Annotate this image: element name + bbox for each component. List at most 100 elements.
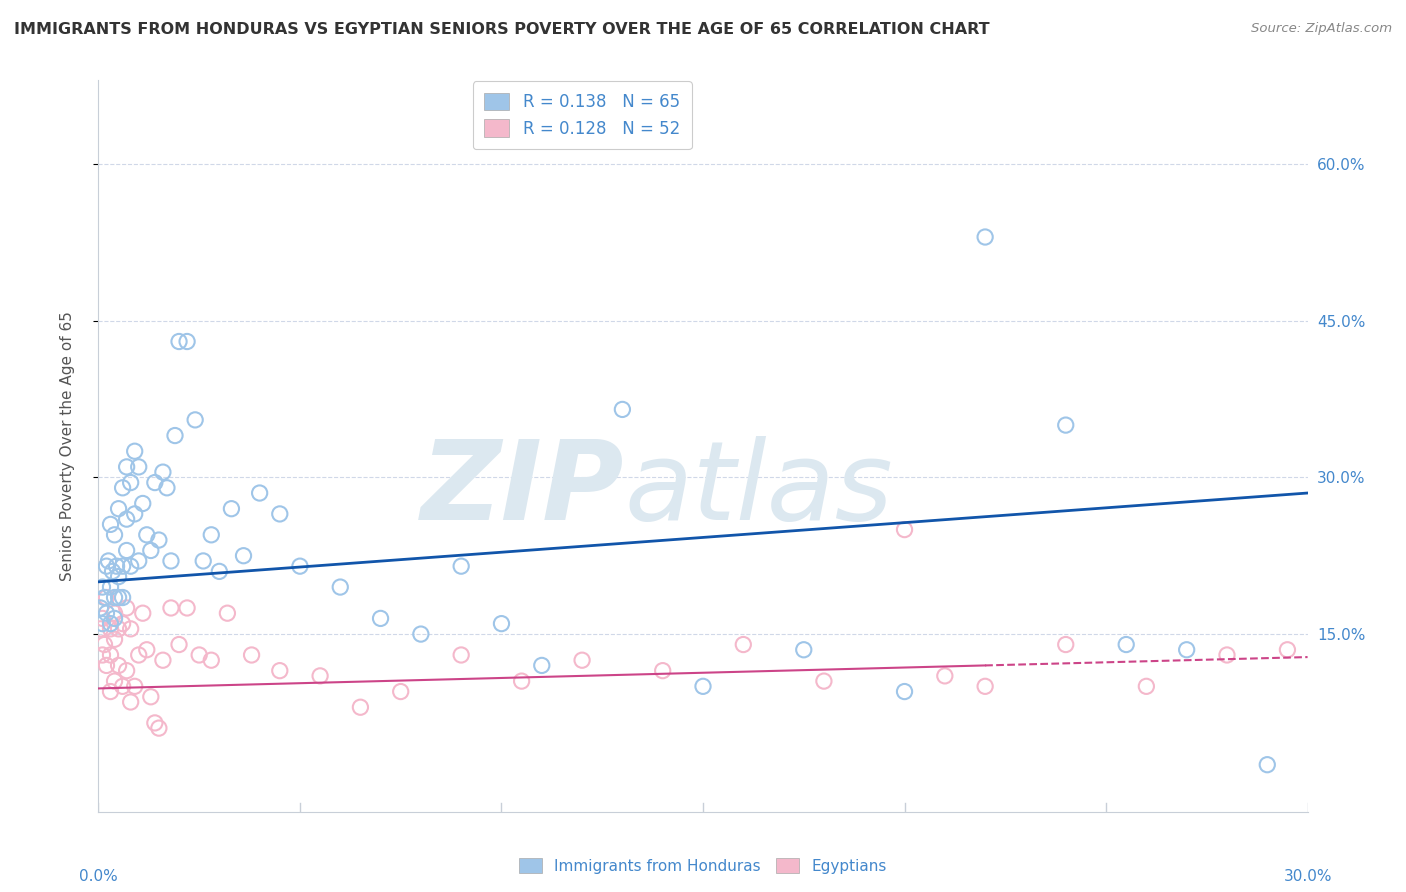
Point bbox=[240, 648, 263, 662]
Point bbox=[200, 653, 222, 667]
Point bbox=[491, 616, 513, 631]
Point bbox=[115, 512, 138, 526]
Point bbox=[148, 721, 170, 735]
Point bbox=[160, 554, 183, 568]
Point bbox=[115, 601, 138, 615]
Point bbox=[107, 501, 129, 516]
Point bbox=[389, 684, 412, 698]
Point bbox=[1054, 638, 1077, 652]
Point bbox=[176, 601, 198, 615]
Point bbox=[120, 475, 142, 490]
Point bbox=[163, 428, 186, 442]
Point bbox=[128, 554, 150, 568]
Point bbox=[974, 679, 997, 693]
Point bbox=[176, 334, 198, 349]
Point bbox=[124, 507, 146, 521]
Point bbox=[96, 606, 118, 620]
Point bbox=[208, 565, 231, 579]
Point bbox=[288, 559, 311, 574]
Point bbox=[96, 591, 118, 605]
Point bbox=[612, 402, 634, 417]
Point bbox=[692, 679, 714, 693]
Point bbox=[329, 580, 352, 594]
Point bbox=[111, 559, 134, 574]
Point bbox=[100, 648, 122, 662]
Point bbox=[111, 591, 134, 605]
Text: ZIP: ZIP bbox=[420, 436, 624, 543]
Point bbox=[96, 658, 118, 673]
Point bbox=[93, 638, 115, 652]
Point bbox=[100, 580, 122, 594]
Text: 30.0%: 30.0% bbox=[1284, 869, 1331, 884]
Point bbox=[139, 543, 162, 558]
Point bbox=[135, 642, 157, 657]
Point bbox=[1175, 642, 1198, 657]
Point bbox=[115, 459, 138, 474]
Point bbox=[370, 611, 392, 625]
Point bbox=[651, 664, 673, 678]
Point bbox=[1256, 757, 1278, 772]
Point bbox=[200, 528, 222, 542]
Point bbox=[96, 559, 118, 574]
Point bbox=[103, 674, 125, 689]
Text: IMMIGRANTS FROM HONDURAS VS EGYPTIAN SENIORS POVERTY OVER THE AGE OF 65 CORRELAT: IMMIGRANTS FROM HONDURAS VS EGYPTIAN SEN… bbox=[14, 22, 990, 37]
Point bbox=[249, 486, 271, 500]
Point bbox=[120, 695, 142, 709]
Point bbox=[100, 616, 122, 631]
Point bbox=[269, 507, 291, 521]
Point bbox=[124, 679, 146, 693]
Legend: Immigrants from Honduras, Egyptians: Immigrants from Honduras, Egyptians bbox=[513, 852, 893, 880]
Point bbox=[571, 653, 593, 667]
Point bbox=[733, 638, 755, 652]
Point bbox=[91, 648, 114, 662]
Point bbox=[184, 413, 207, 427]
Point bbox=[111, 679, 134, 693]
Point bbox=[1054, 418, 1077, 433]
Point bbox=[100, 684, 122, 698]
Point bbox=[1277, 642, 1299, 657]
Point bbox=[128, 648, 150, 662]
Point bbox=[934, 669, 956, 683]
Point bbox=[103, 606, 125, 620]
Point bbox=[107, 622, 129, 636]
Point bbox=[107, 591, 129, 605]
Point bbox=[152, 465, 174, 479]
Legend: R = 0.138   N = 65, R = 0.128   N = 52: R = 0.138 N = 65, R = 0.128 N = 52 bbox=[472, 81, 692, 149]
Point bbox=[813, 674, 835, 689]
Point bbox=[111, 481, 134, 495]
Point bbox=[107, 658, 129, 673]
Point bbox=[1135, 679, 1157, 693]
Point bbox=[132, 606, 155, 620]
Text: Source: ZipAtlas.com: Source: ZipAtlas.com bbox=[1251, 22, 1392, 36]
Point bbox=[148, 533, 170, 547]
Point bbox=[152, 653, 174, 667]
Point bbox=[450, 559, 472, 574]
Point bbox=[217, 606, 239, 620]
Point bbox=[974, 230, 997, 244]
Point bbox=[793, 642, 815, 657]
Point bbox=[269, 664, 291, 678]
Point bbox=[193, 554, 215, 568]
Point bbox=[115, 664, 138, 678]
Point bbox=[100, 622, 122, 636]
Point bbox=[143, 475, 166, 490]
Point bbox=[167, 334, 190, 349]
Point bbox=[167, 638, 190, 652]
Point bbox=[91, 580, 114, 594]
Point bbox=[103, 632, 125, 647]
Text: 0.0%: 0.0% bbox=[79, 869, 118, 884]
Point bbox=[91, 611, 114, 625]
Point bbox=[120, 559, 142, 574]
Text: atlas: atlas bbox=[624, 436, 893, 543]
Point bbox=[160, 601, 183, 615]
Point bbox=[349, 700, 371, 714]
Point bbox=[89, 622, 111, 636]
Point bbox=[232, 549, 254, 563]
Point bbox=[100, 517, 122, 532]
Point bbox=[93, 591, 115, 605]
Point bbox=[1216, 648, 1239, 662]
Point bbox=[89, 601, 111, 615]
Point bbox=[124, 444, 146, 458]
Point bbox=[115, 543, 138, 558]
Point bbox=[510, 674, 533, 689]
